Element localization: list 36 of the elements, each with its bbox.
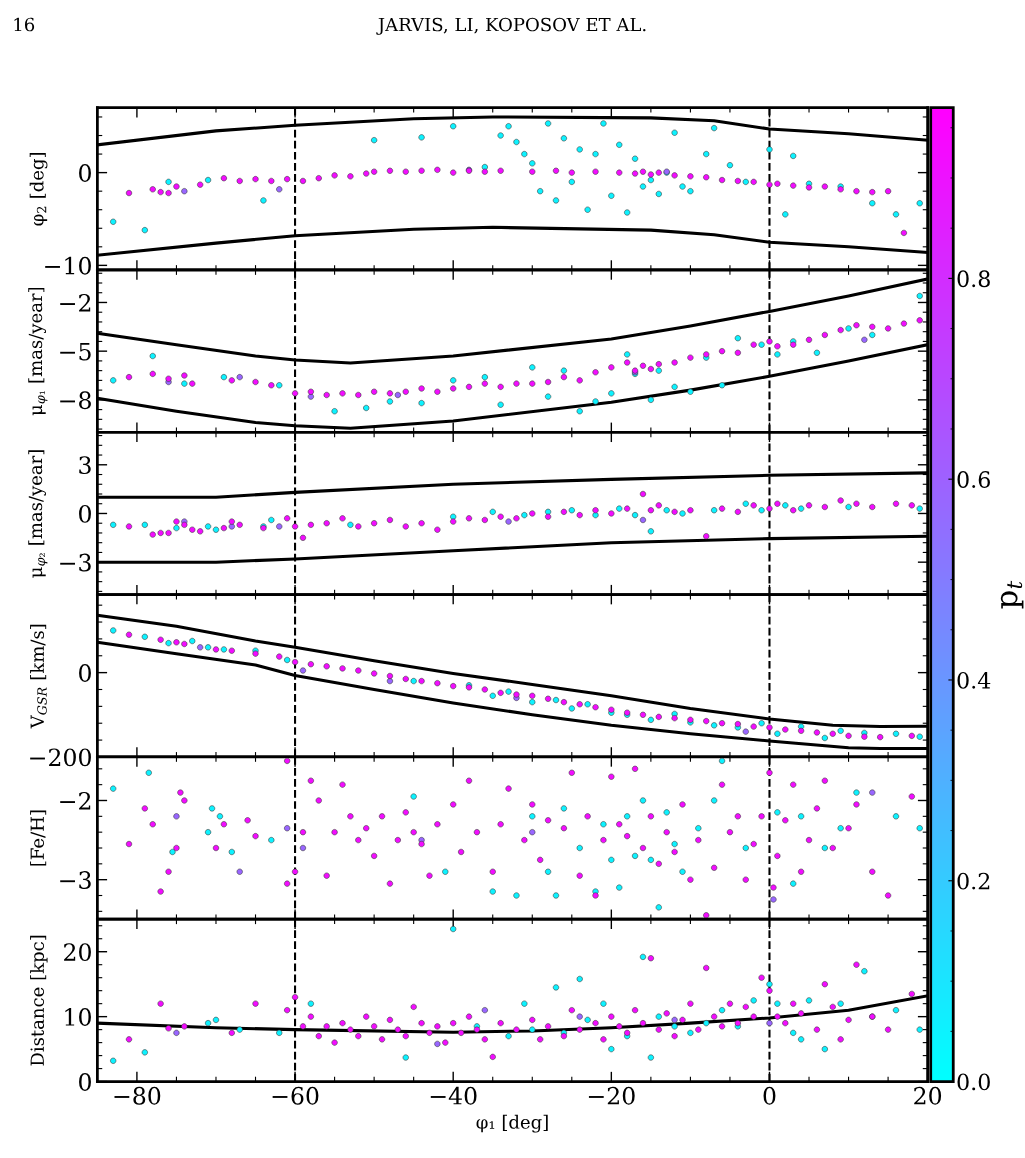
y-axis-title: [Fe/H] xyxy=(30,810,47,866)
x-tick-label: 0 xyxy=(763,1086,776,1105)
y-tick-label: 0 xyxy=(79,164,91,182)
color-bar-label: 0.0 xyxy=(957,1073,990,1091)
y-tick-label: 0 xyxy=(79,1073,91,1091)
x-tick-label: −20 xyxy=(588,1086,635,1105)
text: JARVIS, LI, KOPOSOV ET AL. xyxy=(376,17,646,35)
color-bar-label: 0.8 xyxy=(957,270,990,288)
y-tick-label: 0 xyxy=(79,664,91,682)
x-tick-label: −60 xyxy=(272,1086,319,1105)
y-tick-label: 0 xyxy=(79,504,91,523)
y-tick-label: −2 xyxy=(60,293,91,312)
y-tick-label: −5 xyxy=(60,342,91,361)
text: 16 xyxy=(14,17,35,32)
color-bar-label: 0.4 xyxy=(957,671,991,689)
color-bar-title: p$_{t}$ xyxy=(1000,580,1024,609)
y-axis-title: V$_{GSR}$ [km/s] xyxy=(30,624,47,729)
x-tick-label: 20 xyxy=(914,1086,942,1105)
y-tick-label: −200 xyxy=(30,748,91,767)
color-bar-label: 0.6 xyxy=(957,471,990,488)
y-axis-title: Distance [kpc] xyxy=(30,935,48,1066)
y-tick-label: −2 xyxy=(60,791,91,810)
y-axis-title: φ$_{2}$ [deg] xyxy=(29,153,48,226)
y-tick-label: 3 xyxy=(79,456,91,475)
x-axis-title: φ₁ [deg] xyxy=(476,1114,548,1133)
color-bar-label: 0.2 xyxy=(957,872,990,890)
y-tick-label: −3 xyxy=(60,871,91,889)
y-axis-title: μ$_{φ₂}$ [mas/year] xyxy=(28,450,48,578)
x-tick-label: −80 xyxy=(114,1086,161,1105)
y-tick-label: −10 xyxy=(45,256,91,275)
x-tick-label: −40 xyxy=(430,1086,477,1105)
y-tick-label: 10 xyxy=(65,1008,91,1026)
y-tick-label: −8 xyxy=(60,391,91,410)
y-tick-label: 20 xyxy=(64,943,91,962)
y-tick-label: −3 xyxy=(60,553,91,572)
y-axis-title: μ$_{φ₁}$ [mas/year] xyxy=(28,287,48,416)
